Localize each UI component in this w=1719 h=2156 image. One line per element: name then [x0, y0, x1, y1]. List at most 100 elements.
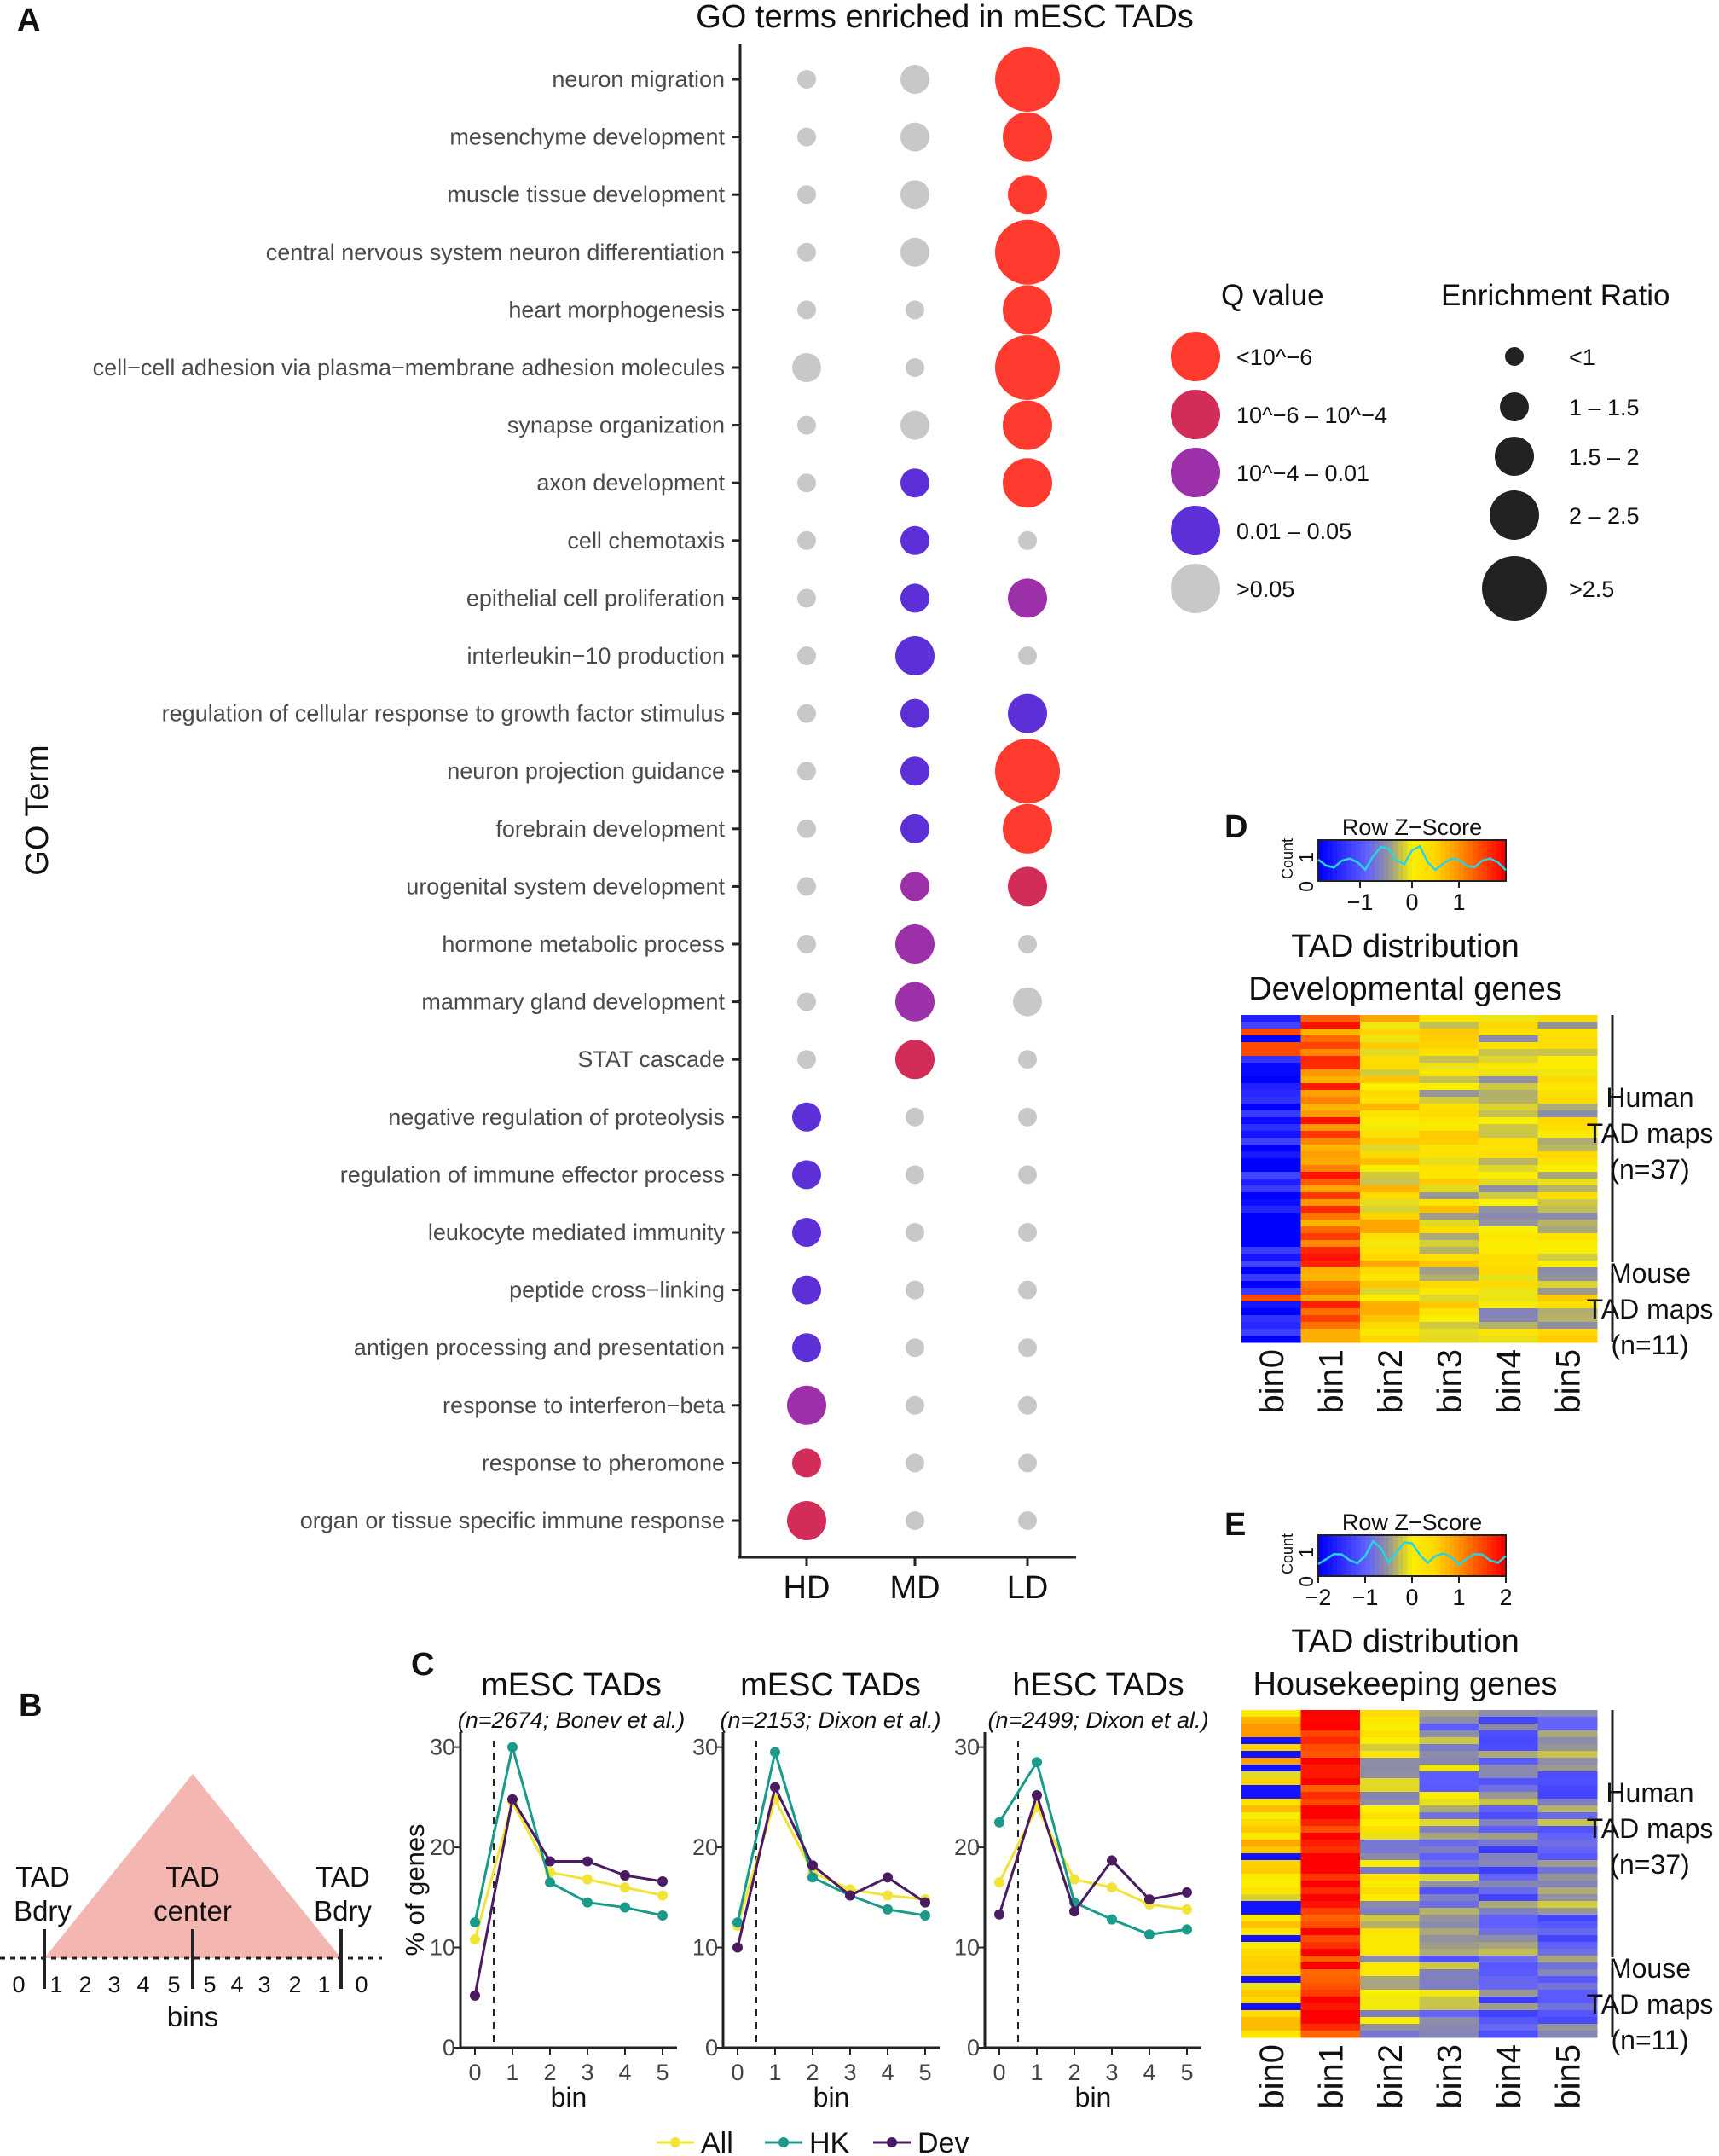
- heatmap-cell: [1360, 1315, 1420, 1323]
- data-point-all: [582, 1874, 593, 1885]
- go-term-dot: [1018, 935, 1037, 953]
- heatmap-cell: [1537, 1104, 1598, 1111]
- heatmap-cell: [1479, 2003, 1538, 2011]
- heatmap-cell: [1360, 1846, 1420, 1854]
- heatmap-cell: [1537, 1976, 1598, 1984]
- heatmap-cell: [1300, 1308, 1361, 1316]
- heatmap-cell: [1537, 1254, 1598, 1261]
- x-tick-label-md: MD: [889, 1570, 940, 1606]
- data-point-dev: [1182, 1886, 1192, 1898]
- color-key-swatch: [1360, 1535, 1366, 1576]
- er-legend-label: <1: [1569, 345, 1595, 370]
- heatmap-cell: [1360, 1730, 1420, 1738]
- data-point-all: [1107, 1882, 1117, 1893]
- heatmap-cell: [1242, 1069, 1301, 1077]
- heatmap-cell: [1300, 1295, 1361, 1302]
- heatmap-cell: [1300, 1812, 1361, 1820]
- heatmap-cell: [1242, 1281, 1301, 1289]
- go-term-dot: [906, 1453, 924, 1473]
- heatmap-cell: [1479, 1717, 1538, 1724]
- go-term-row: regulation of immune effector process: [340, 1160, 1037, 1190]
- heatmap-cell: [1479, 1928, 1538, 1936]
- data-point-hk: [545, 1877, 555, 1888]
- heatmap-cell: [1479, 1322, 1538, 1330]
- data-point-dev: [507, 1794, 518, 1805]
- heatmap-cell: [1360, 1881, 1420, 1888]
- x-tick-label: 2: [543, 2060, 556, 2085]
- color-key-swatch: [1375, 1535, 1380, 1576]
- color-key-swatch: [1393, 1535, 1399, 1576]
- heatmap-cell: [1479, 2031, 1538, 2038]
- go-term-dot: [906, 1280, 924, 1300]
- heatmap-cell: [1242, 1812, 1301, 1820]
- go-term-label: urogenital system development: [406, 873, 725, 899]
- x-tick-label-ld: LD: [1007, 1570, 1049, 1606]
- panel-label-a: A: [17, 3, 40, 38]
- series-line-dev: [998, 1791, 1188, 1915]
- color-key-swatch: [1421, 1535, 1427, 1576]
- heatmap-cell: [1300, 1104, 1361, 1111]
- color-key-swatch: [1365, 1535, 1371, 1576]
- heatmap-cell: [1479, 1956, 1538, 1963]
- heatmap-cell: [1300, 1069, 1361, 1077]
- go-term-label: peptide cross−linking: [509, 1278, 725, 1303]
- go-term-label: central nervous system neuron differenti…: [266, 240, 725, 265]
- q-legend-key: [1171, 448, 1220, 497]
- go-term-row: regulation of cellular response to growt…: [162, 693, 1047, 733]
- heatmap-cell: [1479, 1022, 1538, 1029]
- heatmap-cell: [1419, 1042, 1479, 1050]
- right-boundary-label-line2: Bdry: [314, 1895, 372, 1927]
- heatmap-cell: [1537, 1860, 1598, 1868]
- color-key-swatch: [1450, 840, 1456, 881]
- go-term-label: response to interferon−beta: [443, 1393, 726, 1418]
- heatmap-cell: [1300, 1063, 1361, 1070]
- heatmap-cell: [1300, 1826, 1361, 1834]
- series-line-all: [736, 1795, 926, 1927]
- go-term-dot: [995, 335, 1060, 400]
- heatmap-cell: [1360, 1990, 1420, 1997]
- heatmap-cell: [1537, 1220, 1598, 1227]
- heatmap-cell: [1360, 1833, 1420, 1840]
- heatmap-cell: [1537, 2010, 1598, 2018]
- heatmap-cell: [1300, 1758, 1361, 1765]
- heatmap-cell: [1360, 1724, 1420, 1731]
- x-tick-label: 1: [768, 2060, 781, 2085]
- go-term-dot: [1018, 1338, 1037, 1358]
- er-legend-key: [1482, 556, 1547, 621]
- heatmap-cell: [1537, 2017, 1598, 2025]
- go-term-row: antigen processing and presentation: [354, 1333, 1037, 1363]
- go-term-dot: [797, 704, 816, 723]
- go-term-dot: [792, 1218, 821, 1247]
- color-key-swatch: [1328, 840, 1334, 881]
- heatmap-cell: [1479, 1894, 1538, 1902]
- heatmap-cell: [1360, 1329, 1420, 1336]
- heatmap-cell: [1242, 1956, 1301, 1963]
- heatmap-cell: [1479, 2017, 1538, 2025]
- heatmap-cell: [1360, 1117, 1420, 1125]
- heatmap-cell: [1360, 1826, 1420, 1834]
- heatmap-cell: [1360, 1138, 1420, 1145]
- color-key-swatch: [1426, 840, 1432, 881]
- heatmap-cell: [1537, 1090, 1598, 1098]
- heatmap-cell: [1479, 1056, 1538, 1064]
- heatmap-cell: [1537, 1833, 1598, 1840]
- heatmap-cell: [1419, 1158, 1479, 1166]
- er-legend-label: >2.5: [1569, 577, 1614, 602]
- go-term-dot: [895, 924, 935, 964]
- q-legend-label: <10^−6: [1236, 345, 1312, 370]
- go-term-row: response to interferon−beta: [443, 1385, 1037, 1425]
- heatmap-cell: [1537, 1942, 1598, 1950]
- bin-number: 1: [317, 1972, 330, 1997]
- heatmap-cell: [1537, 1819, 1598, 1827]
- heatmap-cell: [1479, 1983, 1538, 1991]
- heatmap-cell: [1419, 1192, 1479, 1200]
- q-legend-label: >0.05: [1236, 577, 1294, 602]
- left-boundary-label-line1: TAD: [15, 1861, 70, 1892]
- heatmap-column-label: bin2: [1372, 1349, 1409, 1414]
- go-term-label: cell chemotaxis: [567, 528, 725, 553]
- heatmap-cell: [1537, 1063, 1598, 1070]
- heatmap-cell: [1479, 1131, 1538, 1139]
- heatmap-cell: [1300, 1022, 1361, 1029]
- heatmap-cell: [1360, 1083, 1420, 1091]
- heatmap-cell: [1360, 1029, 1420, 1036]
